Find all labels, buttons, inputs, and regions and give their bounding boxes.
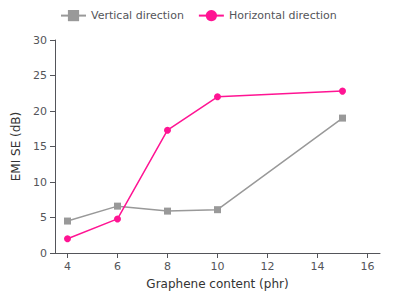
svg-text:Horizontal direction: Horizontal direction bbox=[229, 9, 337, 22]
svg-text:4: 4 bbox=[64, 260, 71, 273]
svg-text:6: 6 bbox=[114, 260, 121, 273]
svg-text:Vertical direction: Vertical direction bbox=[91, 9, 184, 22]
svg-text:10: 10 bbox=[33, 176, 47, 189]
svg-text:12: 12 bbox=[261, 260, 275, 273]
svg-text:20: 20 bbox=[33, 105, 47, 118]
svg-text:5: 5 bbox=[40, 211, 47, 224]
svg-text:16: 16 bbox=[361, 260, 375, 273]
svg-text:Graphene content (phr): Graphene content (phr) bbox=[146, 277, 288, 291]
svg-text:15: 15 bbox=[33, 140, 47, 153]
svg-text:30: 30 bbox=[33, 34, 47, 47]
svg-text:8: 8 bbox=[164, 260, 171, 273]
svg-text:25: 25 bbox=[33, 69, 47, 82]
svg-text:10: 10 bbox=[211, 260, 225, 273]
svg-text:EMI SE (dB): EMI SE (dB) bbox=[9, 112, 23, 182]
svg-text:14: 14 bbox=[311, 260, 325, 273]
svg-text:0: 0 bbox=[40, 247, 47, 260]
